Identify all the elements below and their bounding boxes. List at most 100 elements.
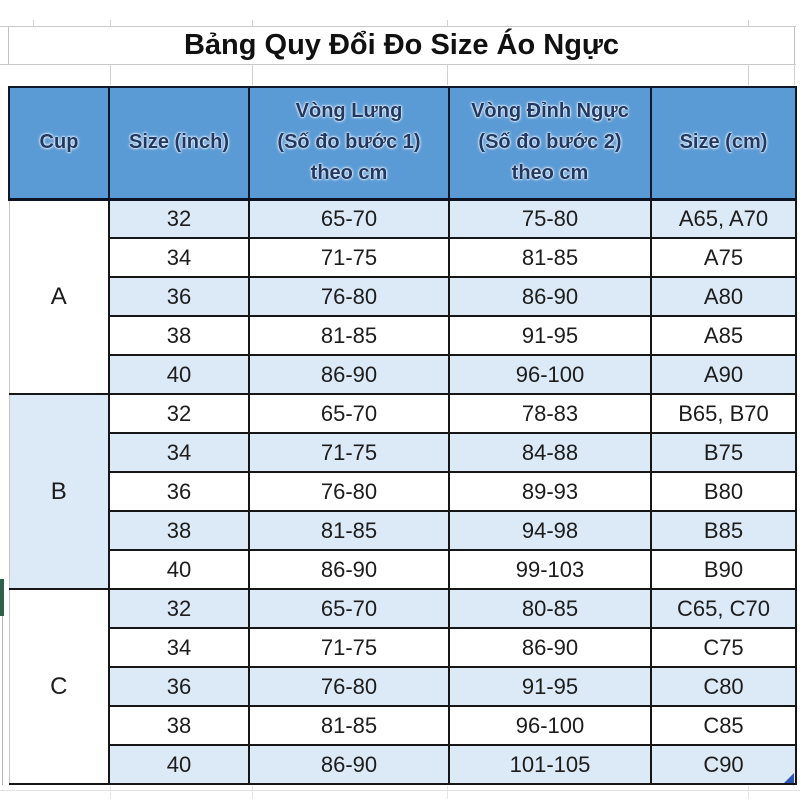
- fill-handle-marker: [784, 773, 794, 783]
- table-cell: 40: [108, 744, 250, 785]
- table-row: 40 86-90 99-103 B90: [9, 549, 797, 590]
- table-cell: 76-80: [248, 276, 450, 317]
- cup-cell: A: [8, 198, 110, 395]
- table-cell: 91-95: [448, 315, 652, 356]
- table-cell: C85: [650, 705, 797, 746]
- table-cell: 76-80: [248, 471, 450, 512]
- table-row: 34 71-75 86-90 C75: [9, 627, 797, 668]
- gridline-vertical: [110, 786, 111, 799]
- table-cell: 32: [108, 588, 250, 629]
- size-conversion-table: Cup Size (inch) Vòng Lưng (Số đo bước 1)…: [8, 86, 797, 785]
- table-cell: 40: [108, 354, 250, 395]
- table-row: A 32 65-70 75-80 A65, A70: [8, 198, 797, 395]
- table-cell: 86-90: [448, 627, 652, 668]
- table-row: 38 81-85 94-98 B85: [9, 510, 797, 551]
- gridline-tick: [748, 20, 749, 26]
- table-cell: 71-75: [248, 237, 450, 278]
- table-cell: 86-90: [248, 549, 450, 590]
- table-cell: 86-90: [248, 354, 450, 395]
- page-title: Bảng Quy Đổi Đo Size Áo Ngực: [8, 27, 795, 64]
- column-header-bust: Vòng Đỉnh Ngực (Số đo bước 2) theo cm: [448, 86, 652, 201]
- table-cell: 99-103: [448, 549, 652, 590]
- table-row: 40 86-90 96-100 A90: [9, 354, 797, 395]
- column-header-cup: Cup: [8, 86, 110, 201]
- table-cell: 71-75: [248, 627, 450, 668]
- gridline-vertical: [748, 786, 749, 799]
- table-cell: 76-80: [248, 666, 450, 707]
- table-cell: A90: [650, 354, 797, 395]
- table-cell: 78-83: [448, 393, 652, 434]
- size-table-body: A 32 65-70 75-80 A65, A70 34 71-75 81-85 A75 36 76…: [8, 198, 797, 785]
- table-cell: 32: [108, 198, 250, 239]
- gridline-tick: [110, 20, 111, 26]
- gridline-tick: [33, 20, 34, 26]
- table-row: B 32 65-70 78-83 B65, B70: [8, 393, 797, 590]
- green-edge-marker: [0, 579, 4, 616]
- table-cell: A75: [650, 237, 797, 278]
- table-cell: C65, C70: [650, 588, 797, 629]
- table-cell: 34: [108, 237, 250, 278]
- table-row: 36 76-80 91-95 C80: [9, 666, 797, 707]
- gridline-vertical: [110, 65, 111, 85]
- table-cell: 65-70: [248, 198, 450, 239]
- table-cell: 91-95: [448, 666, 652, 707]
- table-cell: 86-90: [248, 744, 450, 785]
- table-cell: 80-85: [448, 588, 652, 629]
- table-row: 38 81-85 91-95 A85: [9, 315, 797, 356]
- left-gridline: [2, 616, 3, 785]
- table-cell: 32: [108, 393, 250, 434]
- table-cell: 101-105: [448, 744, 652, 785]
- table-cell: 34: [108, 627, 250, 668]
- table-cell: 94-98: [448, 510, 652, 551]
- table-cell: 34: [108, 432, 250, 473]
- gridline-vertical: [252, 786, 253, 799]
- table-cell: B65, B70: [650, 393, 797, 434]
- table-row: 38 81-85 96-100 C85: [9, 705, 797, 746]
- gridline-horizontal: [0, 790, 800, 791]
- table-cell: 38: [108, 705, 250, 746]
- table-cell: 38: [108, 315, 250, 356]
- gridline-horizontal: [0, 26, 796, 27]
- gridline-vertical: [252, 65, 253, 85]
- gridline-vertical: [794, 65, 795, 85]
- cup-cell: B: [8, 393, 110, 590]
- table-cell: 84-88: [448, 432, 652, 473]
- table-cell: 81-85: [448, 237, 652, 278]
- column-header-underbust: Vòng Lưng (Số đo bước 1) theo cm: [248, 86, 450, 201]
- table-cell: C80: [650, 666, 797, 707]
- size-table: Cup Size (inch) Vòng Lưng (Số đo bước 1)…: [8, 86, 797, 785]
- table-cell: 96-100: [448, 705, 652, 746]
- gridline-vertical: [748, 65, 749, 85]
- cup-cell: C: [8, 588, 110, 785]
- table-cell: 81-85: [248, 315, 450, 356]
- table-cell: 36: [108, 666, 250, 707]
- gridline-horizontal: [0, 64, 796, 65]
- table-cell: A85: [650, 315, 797, 356]
- table-cell: 89-93: [448, 471, 652, 512]
- table-cell: 36: [108, 471, 250, 512]
- column-header-size-cm: Size (cm): [650, 86, 797, 201]
- gridline-vertical: [447, 786, 448, 799]
- table-header-row: Cup Size (inch) Vòng Lưng (Số đo bước 1)…: [8, 86, 797, 201]
- table-row: 36 76-80 89-93 B80: [9, 471, 797, 512]
- table-cell: 81-85: [248, 510, 450, 551]
- table-cell: 40: [108, 549, 250, 590]
- table-cell: B75: [650, 432, 797, 473]
- table-cell: 65-70: [248, 588, 450, 629]
- table-row: 40 86-90 101-105 C90: [9, 744, 797, 785]
- table-cell: C75: [650, 627, 797, 668]
- table-cell: 38: [108, 510, 250, 551]
- gridline-tick: [447, 20, 448, 26]
- table-cell: B85: [650, 510, 797, 551]
- table-row: 34 71-75 81-85 A75: [9, 237, 797, 278]
- column-header-size-inch: Size (inch): [108, 86, 250, 201]
- table-cell: A65, A70: [650, 198, 797, 239]
- table-row: C 32 65-70 80-85 C65, C70: [8, 588, 797, 785]
- table-cell: 96-100: [448, 354, 652, 395]
- table-cell: 75-80: [448, 198, 652, 239]
- table-cell: A80: [650, 276, 797, 317]
- table-cell: 71-75: [248, 432, 450, 473]
- table-cell: 65-70: [248, 393, 450, 434]
- table-cell: 36: [108, 276, 250, 317]
